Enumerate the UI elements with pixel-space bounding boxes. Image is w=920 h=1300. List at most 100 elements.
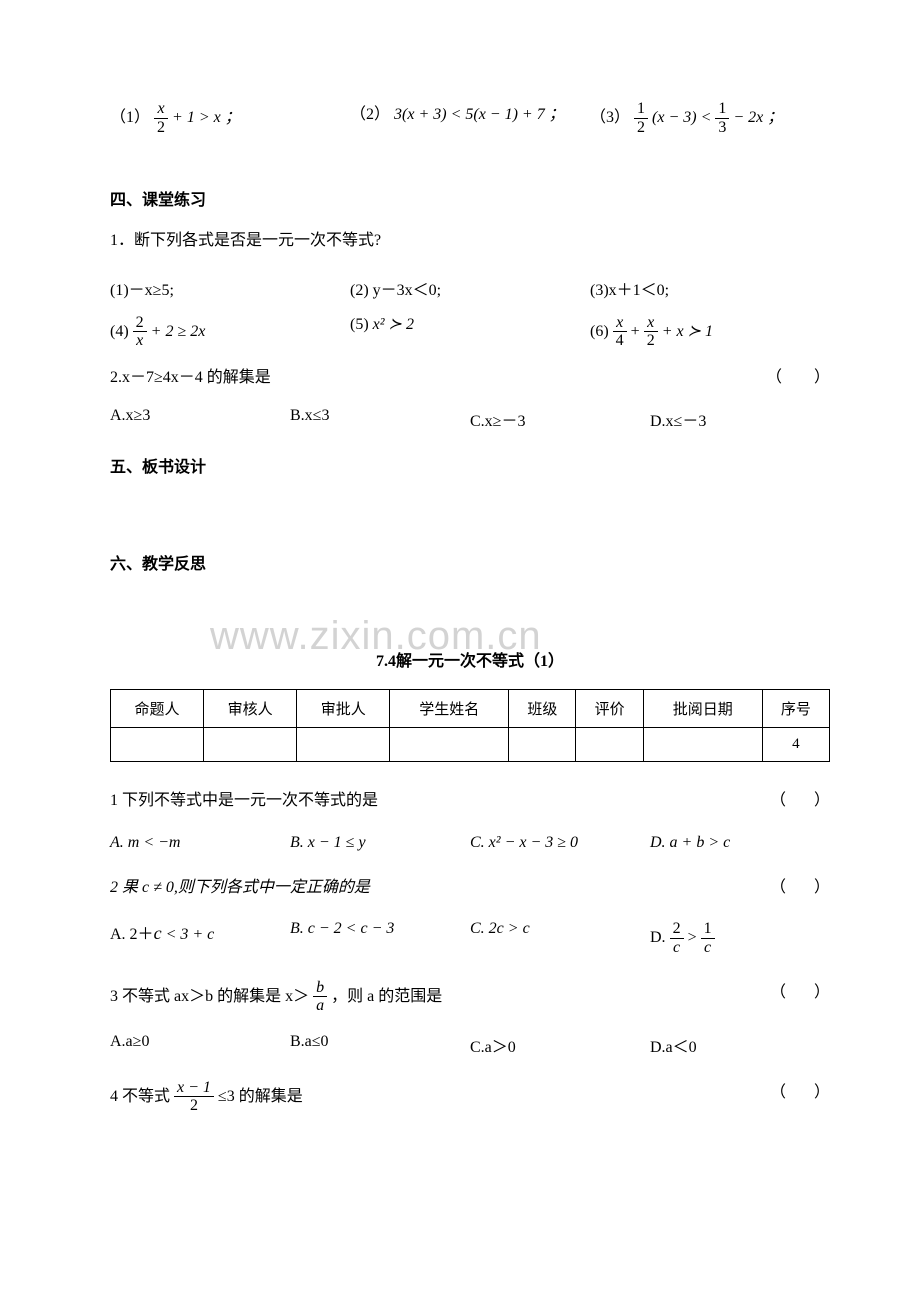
td-4 <box>390 727 509 761</box>
p6-frac1: x 4 <box>613 314 627 350</box>
example-3: （3） 1 2 (x − 3) < 1 3 − 2x ； <box>590 100 830 136</box>
th-8: 序号 <box>762 689 829 727</box>
th-5: 班级 <box>509 689 576 727</box>
q2d-f2-num: 1 <box>701 920 715 939</box>
header-table: 命题人 审核人 审批人 学生姓名 班级 评价 批阅日期 序号 4 <box>110 689 830 762</box>
q2-opt-c: C. 2c > c <box>470 920 650 956</box>
ex-q2-text: 2 果 c ≠ 0,则下列各式中一定正确的是 <box>110 879 370 896</box>
example-1: （1） x 2 + 1 > x ； <box>110 100 350 136</box>
ex1-num: x <box>154 100 168 119</box>
q1-row1: (1)－x≥5; (2) y－3x＜0; (3)x＋1＜0; <box>110 276 830 300</box>
ex3-f2-den: 3 <box>715 119 729 137</box>
q1-opt-c: C. x² − x − 3 ≥ 0 <box>470 834 650 852</box>
p6-f1-den: 4 <box>613 332 627 350</box>
q2-opt-a: A. 2＋c < 3 + c <box>110 920 290 956</box>
q3-f-num: b <box>313 979 327 998</box>
td-7 <box>643 727 762 761</box>
q2a-post: < 3 + c <box>162 926 215 943</box>
q2d-f2-den: c <box>701 939 715 957</box>
q4-frac: x − 1 2 <box>174 1079 214 1115</box>
ex-q1-options: A. m < −m B. x − 1 ≤ y C. x² − x − 3 ≥ 0… <box>110 834 830 852</box>
q3-f-den: a <box>313 997 327 1015</box>
q1-p1: (1)－x≥5; <box>110 276 350 300</box>
p5-label: (5) <box>350 316 373 333</box>
q2-opt-a: A.x≥3 <box>110 407 290 431</box>
p4-den: x <box>133 332 147 350</box>
p4-num: 2 <box>133 314 147 333</box>
ex-q1-text: 1 下列不等式中是一元一次不等式的是 <box>110 792 378 809</box>
example-2: （2） 3(x + 3) < 5(x − 1) + 7 ； <box>350 100 590 136</box>
table-value-row: 4 <box>111 727 830 761</box>
p6-plus: + <box>631 323 644 340</box>
q1-text: 1．断下列各式是否是一元一次不等式? <box>110 228 830 254</box>
q3-frac: b a <box>313 979 327 1015</box>
td-2 <box>204 727 297 761</box>
ex3-f1-den: 2 <box>634 119 648 137</box>
ex-q1: 1 下列不等式中是一元一次不等式的是 （ ） <box>110 787 830 816</box>
p4-rest: + 2 ≥ 2x <box>151 323 206 340</box>
q2-line: 2.x－7≥4x－4 的解集是 （ ） <box>110 364 830 393</box>
q2d-label: D. <box>650 929 670 946</box>
th-6: 评价 <box>576 689 643 727</box>
th-1: 命题人 <box>111 689 204 727</box>
q3-opt-d: D.a＜0 <box>650 1033 830 1057</box>
q2d-f1-den: c <box>670 939 684 957</box>
q4-pre: 4 不等式 <box>110 1088 174 1105</box>
q3-opt-a: A.a≥0 <box>110 1033 290 1057</box>
td-8: 4 <box>762 727 829 761</box>
ex3-f1-num: 1 <box>634 100 648 119</box>
q2d-frac1: 2 c <box>670 920 684 956</box>
q2-text: 2.x－7≥4x－4 的解集是 <box>110 369 271 386</box>
ex-q3-options: A.a≥0 B.a≤0 C.a＞0 D.a＜0 <box>110 1033 830 1057</box>
p6-frac2: x 2 <box>644 314 658 350</box>
q4-f-den: 2 <box>174 1097 214 1115</box>
q2-opt-b: B. c − 2 < c − 3 <box>290 920 470 956</box>
subtitle: 7.4解一元一次不等式（1） <box>110 647 830 671</box>
ex-q2: 2 果 c ≠ 0,则下列各式中一定正确的是 （ ） <box>110 874 830 903</box>
q2-opt-c: C.x≥－3 <box>470 407 650 431</box>
p4-frac: 2 x <box>133 314 147 350</box>
p4-label: (4) <box>110 323 133 340</box>
ex-q1-paren: （ ） <box>770 787 830 816</box>
ex1-rest: + 1 > x ； <box>172 109 241 126</box>
q3-post: ，则 a 的范围是 <box>331 987 442 1004</box>
ex1-den: 2 <box>154 119 168 137</box>
td-1 <box>111 727 204 761</box>
q1-p6: (6) x 4 + x 2 + x ≻ 1 <box>590 314 830 350</box>
page-content: （1） x 2 + 1 > x ； （2） 3(x + 3) < 5(x − 1… <box>110 100 830 1115</box>
ex3-rest: − 2x ； <box>733 109 783 126</box>
td-6 <box>576 727 643 761</box>
section-4-title: 四、课堂练习 <box>110 186 830 210</box>
q1-opt-b: B. x − 1 ≤ y <box>290 834 470 852</box>
q4-post: ≤3 的解集是 <box>218 1088 303 1105</box>
p6-rest: + x ≻ 1 <box>662 323 713 340</box>
ex3-frac2: 1 3 <box>715 100 729 136</box>
q1-p5: (5) x² ≻ 2 <box>350 314 590 350</box>
ex-q3-paren: （ ） <box>770 979 830 1008</box>
ex-q2-options: A. 2＋c < 3 + c B. c − 2 < c − 3 C. 2c > … <box>110 920 830 956</box>
q3-pre: 3 不等式 ax＞b 的解集是 x＞ <box>110 987 309 1004</box>
ex-q2-paren: （ ） <box>770 874 830 903</box>
q2-opt-b: B.x≤3 <box>290 407 470 431</box>
q1-p2: (2) y－3x＜0; <box>350 276 590 300</box>
ex2-text: 3(x + 3) < 5(x − 1) + 7 ； <box>394 106 565 123</box>
th-2: 审核人 <box>204 689 297 727</box>
th-4: 学生姓名 <box>390 689 509 727</box>
ex2-label: （2） <box>350 106 390 123</box>
q2-opt-d: D. 2 c > 1 c <box>650 920 830 956</box>
q3-opt-c: C.a＞0 <box>470 1033 650 1057</box>
ex-q4: 4 不等式 x − 1 2 ≤3 的解集是 （ ） <box>110 1079 830 1115</box>
p6-f2-den: 2 <box>644 332 658 350</box>
q2d-f1-num: 2 <box>670 920 684 939</box>
q2-paren: （ ） <box>766 364 830 393</box>
q1-row2: (4) 2 x + 2 ≥ 2x (5) x² ≻ 2 (6) x 4 + x … <box>110 314 830 350</box>
ex1-fraction: x 2 <box>154 100 168 136</box>
spacer-5 <box>110 495 830 550</box>
section-5-title: 五、板书设计 <box>110 453 830 477</box>
spacer-6 <box>110 592 830 617</box>
ex-q3: 3 不等式 ax＞b 的解集是 x＞ b a ，则 a 的范围是 （ ） <box>110 979 830 1015</box>
p6-f1-num: x <box>613 314 627 333</box>
ex3-frac1: 1 2 <box>634 100 648 136</box>
p6-label: (6) <box>590 323 613 340</box>
q2a-pre: A. 2＋ <box>110 926 154 943</box>
